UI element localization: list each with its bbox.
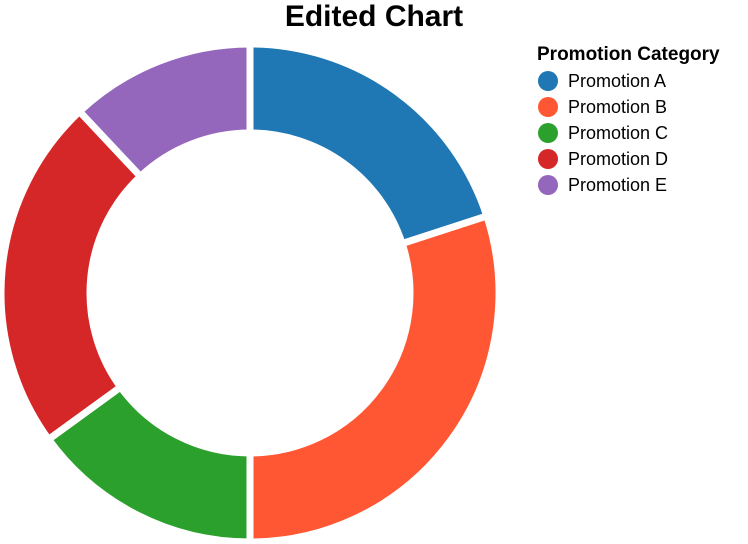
donut-slices [0,40,503,544]
legend-item-promotion-c[interactable]: Promotion C [537,120,747,146]
chart-title: Edited Chart [284,0,464,33]
legend-swatch [538,175,558,195]
slice-promotion-e[interactable] [76,40,254,180]
legend: Promotion Category Promotion A Promotion … [537,42,747,198]
legend-swatch [538,149,558,169]
legend-label: Promotion D [568,148,669,169]
legend-label: Promotion A [568,70,667,91]
legend-item-promotion-b[interactable]: Promotion B [537,94,747,120]
legend-item-promotion-a[interactable]: Promotion A [537,68,747,94]
legend-swatch [538,123,558,143]
legend-item-promotion-e[interactable]: Promotion E [537,172,747,198]
legend-swatch [538,71,558,91]
slice-promotion-d[interactable] [0,107,144,443]
legend-items: Promotion A Promotion B Promotion C Promoti… [537,68,747,198]
slice-promotion-a[interactable] [246,40,491,248]
slice-promotion-b[interactable] [246,212,503,544]
legend-label: Promotion B [568,96,668,117]
legend-label: Promotion C [568,122,669,143]
legend-item-promotion-d[interactable]: Promotion D [537,146,747,172]
legend-label: Promotion E [568,174,668,195]
legend-title: Promotion Category [537,44,720,65]
legend-swatch [538,97,558,117]
